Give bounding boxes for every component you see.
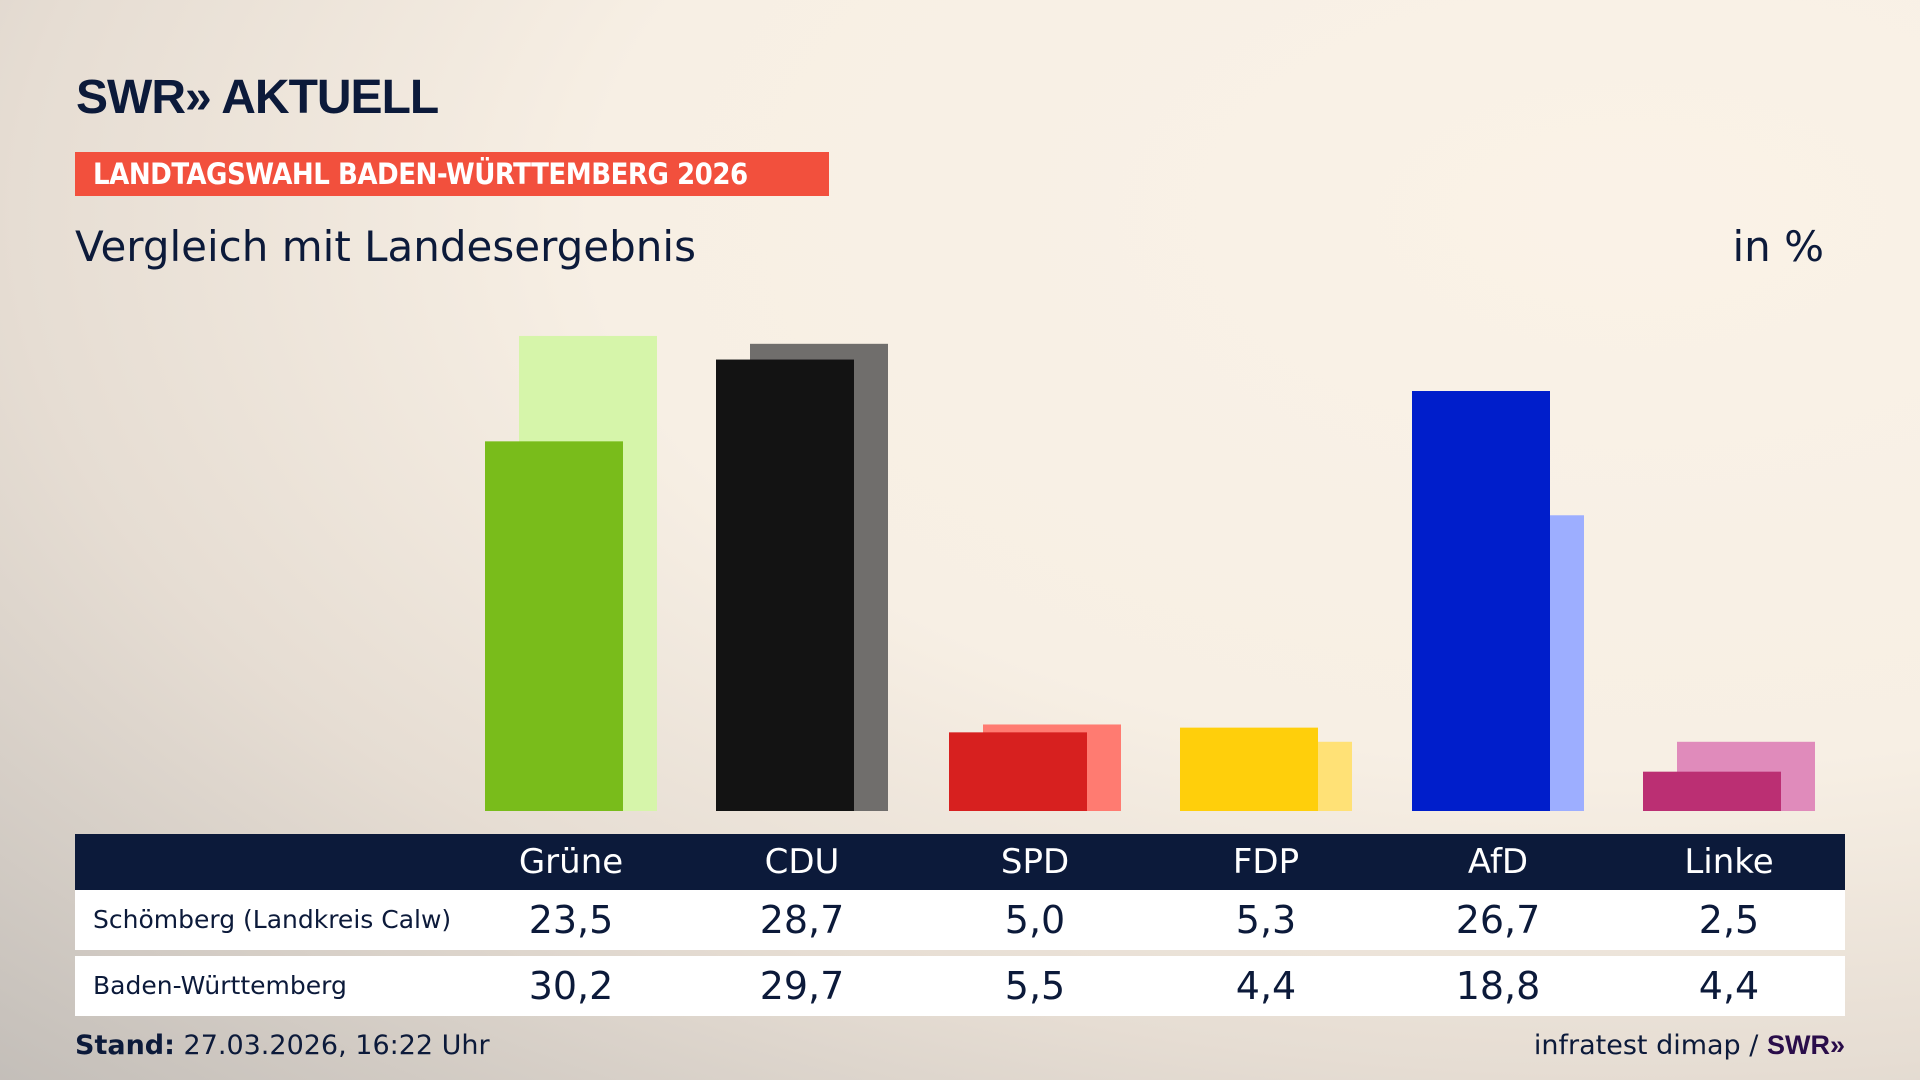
row-label: Baden-Württemberg [93, 971, 347, 1000]
chart-subtitle: Vergleich mit Landesergebnis [75, 222, 696, 271]
value-cell: 29,7 [759, 964, 845, 1008]
value-cell: 2,5 [1698, 898, 1760, 942]
bar-gemeinde-2 [949, 732, 1087, 811]
bar-gemeinde-0 [485, 441, 623, 811]
value-cell: 28,7 [759, 898, 845, 942]
value-cell: 5,0 [1004, 898, 1066, 942]
source: infratest dimap / SWR» [1534, 1030, 1845, 1061]
column-header: CDU [764, 842, 840, 882]
timestamp: Stand: 27.03.2026, 16:22 Uhr [75, 1030, 490, 1061]
table-row: Baden-Württemberg 30,2 29,7 5,5 4,4 18,8 4,4 [75, 956, 1845, 1016]
stand-value: 27.03.2026, 16:22 Uhr [183, 1030, 490, 1061]
value-cell: 4,4 [1235, 964, 1297, 1008]
swr-aktuell-logo: SWR» AKTUELL [76, 71, 439, 124]
election-banner: LANDTAGSWAHL BADEN-WÜRTTEMBERG 2026 [75, 152, 829, 196]
column-header: Grüne [518, 842, 624, 882]
bar-gemeinde-5 [1643, 771, 1781, 811]
column-header: FDP [1232, 842, 1300, 882]
table-header: Grüne CDU SPD FDP AfD Linke [75, 834, 1845, 890]
row-label: Schömberg (Landkreis Calw) [93, 905, 452, 934]
bar-chart [485, 335, 1815, 811]
value-cell: 30,2 [528, 964, 614, 1008]
column-header: Linke [1684, 842, 1774, 882]
value-cell: 5,5 [1004, 964, 1066, 1008]
swr-logo-small: SWR» [1766, 1030, 1845, 1060]
bar-gemeinde-4 [1412, 391, 1550, 811]
column-header: AfD [1467, 842, 1529, 882]
source-text: infratest dimap / [1533, 1030, 1759, 1061]
column-header: SPD [1000, 842, 1070, 882]
value-cell: 4,4 [1698, 964, 1760, 1008]
value-cell: 23,5 [528, 898, 614, 942]
table-row: Schömberg (Landkreis Calw) 23,5 28,7 5,0 5,… [75, 890, 1845, 950]
value-cell: 26,7 [1455, 898, 1541, 942]
results-table: Grüne CDU SPD FDP AfD Linke Schömberg (Landkr… [75, 834, 1845, 1016]
bar-gemeinde-1 [716, 359, 854, 811]
stand-label: Stand: [75, 1030, 175, 1061]
bar-gemeinde-3 [1180, 727, 1318, 811]
unit-label: in % [1732, 222, 1824, 271]
value-cell: 5,3 [1235, 898, 1297, 942]
value-cell: 18,8 [1455, 964, 1541, 1008]
